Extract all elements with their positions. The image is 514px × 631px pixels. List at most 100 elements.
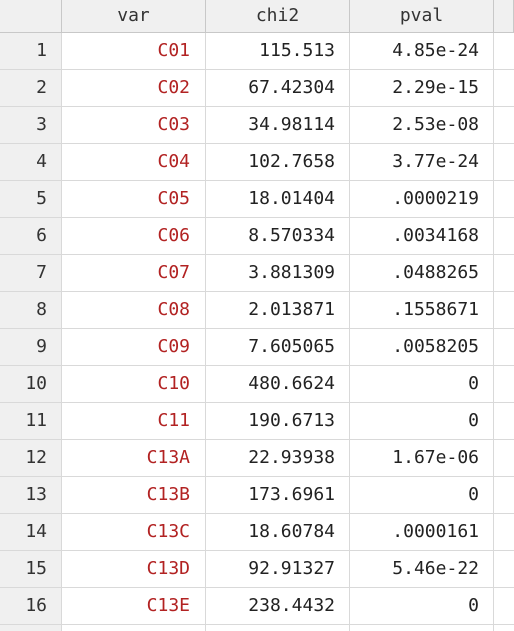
chi2-cell[interactable]: 115.513 — [206, 33, 350, 69]
row-index-cell[interactable]: 12 — [0, 440, 62, 476]
row-index-cell[interactable]: 2 — [0, 70, 62, 106]
table-body: 1 C01 115.513 4.85e-24 2 C02 67.42304 2.29e-15 3… — [0, 33, 514, 625]
var-cell[interactable] — [62, 625, 206, 631]
var-cell[interactable]: C13D — [62, 551, 206, 587]
empty-cell — [494, 107, 514, 143]
pval-cell[interactable]: .0488265 — [350, 255, 494, 291]
chi2-cell[interactable]: 173.6961 — [206, 477, 350, 513]
table-row-partial — [0, 625, 514, 631]
column-header-chi2[interactable]: chi2 — [206, 0, 350, 32]
pval-cell[interactable] — [350, 625, 494, 631]
row-index-cell[interactable]: 15 — [0, 551, 62, 587]
chi2-cell[interactable]: 92.91327 — [206, 551, 350, 587]
empty-cell — [494, 70, 514, 106]
row-index-cell[interactable]: 3 — [0, 107, 62, 143]
corner-header[interactable] — [0, 0, 62, 32]
empty-cell — [494, 588, 514, 624]
var-cell[interactable]: C06 — [62, 218, 206, 254]
var-cell[interactable]: C02 — [62, 70, 206, 106]
empty-cell — [494, 440, 514, 476]
pval-cell[interactable]: .0000219 — [350, 181, 494, 217]
var-cell[interactable]: C11 — [62, 403, 206, 439]
table-row: 3 C03 34.98114 2.53e-08 — [0, 107, 514, 144]
var-cell[interactable]: C01 — [62, 33, 206, 69]
chi2-cell[interactable]: 2.013871 — [206, 292, 350, 328]
var-cell[interactable]: C05 — [62, 181, 206, 217]
var-cell[interactable]: C08 — [62, 292, 206, 328]
empty-cell — [494, 403, 514, 439]
pval-cell[interactable]: 0 — [350, 403, 494, 439]
pval-cell[interactable]: 3.77e-24 — [350, 144, 494, 180]
empty-cell — [494, 477, 514, 513]
pval-cell[interactable]: 2.29e-15 — [350, 70, 494, 106]
pval-cell[interactable]: .1558671 — [350, 292, 494, 328]
row-index-cell[interactable]: 6 — [0, 218, 62, 254]
empty-cell — [494, 181, 514, 217]
chi2-cell[interactable]: 22.93938 — [206, 440, 350, 476]
column-header-var[interactable]: var — [62, 0, 206, 32]
empty-cell — [494, 329, 514, 365]
var-cell[interactable]: C04 — [62, 144, 206, 180]
row-index-cell[interactable]: 11 — [0, 403, 62, 439]
pval-cell[interactable]: 4.85e-24 — [350, 33, 494, 69]
chi2-cell[interactable]: 34.98114 — [206, 107, 350, 143]
table-row: 10 C10 480.6624 0 — [0, 366, 514, 403]
pval-cell[interactable]: 2.53e-08 — [350, 107, 494, 143]
chi2-cell[interactable]: 102.7658 — [206, 144, 350, 180]
table-row: 7 C07 3.881309.0488265 — [0, 255, 514, 292]
var-cell[interactable]: C13B — [62, 477, 206, 513]
row-index-cell[interactable]: 5 — [0, 181, 62, 217]
empty-cell — [494, 292, 514, 328]
pval-cell[interactable]: 0 — [350, 477, 494, 513]
var-cell[interactable]: C09 — [62, 329, 206, 365]
column-header-pval[interactable]: pval — [350, 0, 494, 32]
row-index-cell[interactable]: 10 — [0, 366, 62, 402]
pval-cell[interactable]: 5.46e-22 — [350, 551, 494, 587]
row-index-cell[interactable]: 7 — [0, 255, 62, 291]
chi2-cell[interactable]: 480.6624 — [206, 366, 350, 402]
table-row: 4 C04 102.7658 3.77e-24 — [0, 144, 514, 181]
empty-cell — [494, 551, 514, 587]
column-header-row: var chi2 pval — [0, 0, 514, 33]
var-cell[interactable]: C13E — [62, 588, 206, 624]
var-cell[interactable]: C07 — [62, 255, 206, 291]
chi2-cell[interactable]: 8.570334 — [206, 218, 350, 254]
table-row: 2 C02 67.42304 2.29e-15 — [0, 70, 514, 107]
table-row: 8 C08 2.013871.1558671 — [0, 292, 514, 329]
chi2-cell[interactable]: 7.605065 — [206, 329, 350, 365]
var-cell[interactable]: C10 — [62, 366, 206, 402]
chi2-cell[interactable]: 67.42304 — [206, 70, 350, 106]
pval-cell[interactable]: 0 — [350, 588, 494, 624]
chi2-cell[interactable]: 18.01404 — [206, 181, 350, 217]
row-index-cell[interactable]: 16 — [0, 588, 62, 624]
pval-cell[interactable]: .0000161 — [350, 514, 494, 550]
row-index-cell[interactable]: 8 — [0, 292, 62, 328]
table-row: 13 C13B 173.6961 0 — [0, 477, 514, 514]
table-row: 15 C13D 92.91327 5.46e-22 — [0, 551, 514, 588]
chi2-cell[interactable]: 18.60784 — [206, 514, 350, 550]
row-index-cell[interactable]: 1 — [0, 33, 62, 69]
var-cell[interactable]: C13A — [62, 440, 206, 476]
chi2-cell[interactable]: 238.4432 — [206, 588, 350, 624]
var-cell[interactable]: C13C — [62, 514, 206, 550]
table-row: 1 C01 115.513 4.85e-24 — [0, 33, 514, 70]
row-index-cell[interactable] — [0, 625, 62, 631]
row-index-cell[interactable]: 14 — [0, 514, 62, 550]
row-index-cell[interactable]: 4 — [0, 144, 62, 180]
pval-cell[interactable]: .0034168 — [350, 218, 494, 254]
var-cell[interactable]: C03 — [62, 107, 206, 143]
chi2-cell[interactable]: 3.881309 — [206, 255, 350, 291]
row-index-cell[interactable]: 13 — [0, 477, 62, 513]
chi2-cell[interactable]: 190.6713 — [206, 403, 350, 439]
empty-cell — [494, 218, 514, 254]
chi2-cell[interactable] — [206, 625, 350, 631]
table-row: 14 C13C 18.60784.0000161 — [0, 514, 514, 551]
row-index-cell[interactable]: 9 — [0, 329, 62, 365]
pval-cell[interactable]: .0058205 — [350, 329, 494, 365]
table-row: 16 C13E 238.4432 0 — [0, 588, 514, 625]
table-row: 6 C06 8.570334.0034168 — [0, 218, 514, 255]
pval-cell[interactable]: 1.67e-06 — [350, 440, 494, 476]
pval-cell[interactable]: 0 — [350, 366, 494, 402]
empty-cell — [494, 366, 514, 402]
